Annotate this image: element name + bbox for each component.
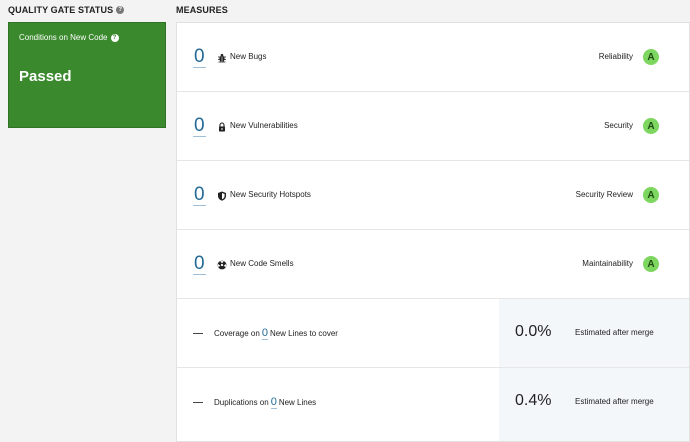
- new-vulnerabilities-count[interactable]: 0: [193, 115, 206, 137]
- security-review-rating-badge[interactable]: A: [643, 187, 659, 203]
- measures-heading: MEASURES: [176, 4, 228, 16]
- quality-gate-panel: Conditions on New Code ? Passed: [8, 22, 166, 128]
- new-code-smells-label[interactable]: New Code Smells: [230, 259, 294, 268]
- code-smell-icon: [217, 260, 227, 270]
- coverage-estimate-panel: 0.0% Estimated after merge: [499, 299, 689, 367]
- duplications-new-lines-count[interactable]: 0: [270, 396, 277, 409]
- reliability-label: Reliability: [598, 52, 633, 61]
- security-rating-badge[interactable]: A: [643, 118, 659, 134]
- bug-icon: [217, 53, 227, 63]
- lock-icon: [217, 122, 227, 132]
- security-label: Security: [604, 121, 633, 130]
- measure-row-bugs: 0 New Bugs Reliability A: [177, 23, 689, 92]
- coverage-text: Coverage on 0 New Lines to cover: [214, 327, 338, 340]
- measure-row-security-hotspots: 0 New Security Hotspots Security Review …: [177, 161, 689, 230]
- coverage-estimate-label: Estimated after merge: [575, 328, 654, 337]
- duplications-no-data-dash: [193, 402, 203, 403]
- coverage-no-data-dash: [193, 333, 203, 334]
- measure-row-vulnerabilities: 0 New Vulnerabilities Security A: [177, 92, 689, 161]
- duplications-prefix: Duplications on: [214, 398, 269, 407]
- measure-row-code-smells: 0 New Code Smells Maintainability A: [177, 230, 689, 299]
- duplications-text: Duplications on 0 New Lines: [214, 396, 316, 409]
- new-security-hotspots-count[interactable]: 0: [193, 184, 206, 206]
- help-icon[interactable]: ?: [116, 6, 125, 14]
- quality-gate-heading: QUALITY GATE STATUS ?: [8, 4, 125, 16]
- new-bugs-label[interactable]: New Bugs: [230, 52, 267, 61]
- duplications-estimate-panel: 0.4% Estimated after merge: [499, 368, 689, 441]
- maintainability-label: Maintainability: [582, 259, 633, 268]
- help-icon[interactable]: ?: [110, 33, 119, 42]
- shield-icon: [217, 191, 227, 201]
- conditions-on-new-code: Conditions on New Code ?: [19, 33, 119, 42]
- maintainability-rating-badge[interactable]: A: [643, 256, 659, 272]
- coverage-estimate-value[interactable]: 0.0%: [515, 323, 552, 340]
- measure-row-coverage: Coverage on 0 New Lines to cover 0.0% Es…: [177, 299, 689, 368]
- duplications-suffix: New Lines: [278, 398, 317, 407]
- measure-row-duplications: Duplications on 0 New Lines 0.4% Estimat…: [177, 368, 689, 441]
- quality-gate-status: Passed: [19, 68, 72, 85]
- security-review-label: Security Review: [575, 190, 633, 199]
- conditions-label: Conditions on New Code: [19, 33, 108, 42]
- coverage-prefix: Coverage on: [214, 329, 260, 338]
- duplications-estimate-value[interactable]: 0.4%: [515, 392, 552, 409]
- measures-panel: 0 New Bugs Reliability A 0: [176, 22, 690, 442]
- new-code-smells-count[interactable]: 0: [193, 253, 206, 275]
- new-security-hotspots-label[interactable]: New Security Hotspots: [230, 190, 311, 199]
- coverage-suffix: New Lines to cover: [269, 329, 338, 338]
- quality-gate-heading-text: QUALITY GATE STATUS: [8, 5, 114, 15]
- reliability-rating-badge[interactable]: A: [643, 49, 659, 65]
- new-vulnerabilities-label[interactable]: New Vulnerabilities: [230, 121, 298, 130]
- measures-heading-text: MEASURES: [176, 5, 228, 15]
- coverage-new-lines-count[interactable]: 0: [261, 327, 268, 340]
- new-bugs-count[interactable]: 0: [193, 46, 206, 68]
- duplications-estimate-label: Estimated after merge: [575, 397, 654, 406]
